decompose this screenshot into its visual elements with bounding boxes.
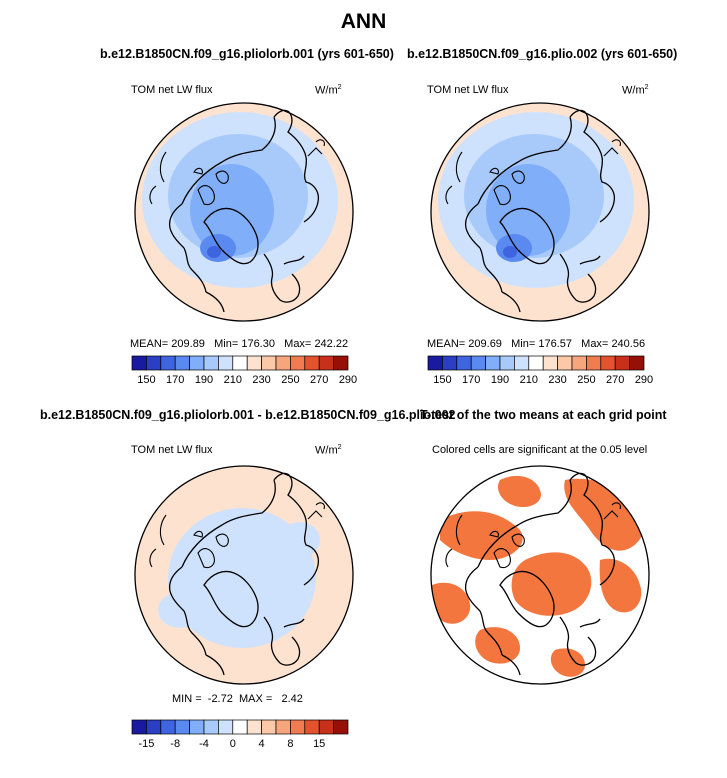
panel3-colorbar-box [146,719,162,735]
panel1-colorbar-box [189,355,205,371]
panel4-map [430,465,650,685]
panel3-colorbar-tick-label: -8 [170,738,180,750]
panel1-variable-label: TOM net LW flux [131,84,213,96]
panel1-colorbar-box [318,355,334,371]
panel2-colorbar-tick-label: 190 [491,374,509,386]
panel3-colorbar-tick-label: -4 [199,738,209,750]
panel3-colorbar-box [232,719,248,735]
panel1-colorbar-tick-label: 250 [281,374,299,386]
panel2-colorbar-box [499,355,515,371]
panel2-colorbar-box [542,355,558,371]
panel2-variable-label: TOM net LW flux [427,84,509,96]
panel1-colorbar-tick-label: 170 [166,374,184,386]
panel3-colorbar-box [203,719,219,735]
panel1-colorbar-box [333,355,349,371]
panel2-colorbar-box [456,355,472,371]
panel3-stats: MIN = -2.72 MAX = 2.42 [172,693,303,705]
panel2-map [430,102,650,322]
panel1-colorbar-tick-label: 150 [137,374,155,386]
panel2-colorbar-box [485,355,501,371]
panel2-units: W/m2 [622,84,649,97]
panel1-colorbar-box [261,355,277,371]
panel1-colorbar: 150 170 190 210 230 250 270 290 [131,355,357,386]
panel2-colorbar-tick-label: 230 [548,374,566,386]
panel1-colorbar-tick-label: 190 [195,374,213,386]
panel3-colorbar-box [174,719,190,735]
panel2-colorbar-tick-label: 210 [520,374,538,386]
panel1-colorbar-box [275,355,291,371]
panel1-colorbar-box [146,355,162,371]
figure-title: ANN [340,10,387,33]
panel3-colorbar-box [318,719,334,735]
panel1-stats: MEAN= 209.89 Min= 176.30 Max= 242.22 [130,338,349,350]
panel1-colorbar-box [160,355,176,371]
panel2-colorbar-box [442,355,458,371]
panel2-colorbar-tick-label: 270 [606,374,624,386]
panel1-colorbar-tick-label: 270 [310,374,328,386]
panel3-colorbar-box [160,719,176,735]
panel3-colorbar-box [189,719,205,735]
panel2-colorbar-tick-label: 170 [462,374,480,386]
panel2-colorbar-box [470,355,486,371]
panel3-colorbar-box [218,719,234,735]
panel1-units: W/m2 [315,84,342,97]
panel1-colorbar-box [131,355,147,371]
panel3-colorbar-box [304,719,320,735]
panel3-colorbar-box [290,719,306,735]
panel1-colorbar-box [246,355,262,371]
panel2-stats: MEAN= 209.69 Min= 176.57 Max= 240.56 [427,338,646,350]
panel1-colorbar-tick-label: 290 [339,374,357,386]
panel3-map [134,465,354,685]
panel2-colorbar-tick-label: 290 [635,374,653,386]
panel1-map [134,102,354,322]
panel3-units: W/m2 [315,444,342,457]
panel3-colorbar-tick-label: 15 [313,738,325,750]
panel1-colorbar-tick-label: 210 [224,374,242,386]
panel2-colorbar-box [614,355,630,371]
panel2-colorbar: 150 170 190 210 230 250 270 290 [427,355,653,386]
panel2-colorbar-box [514,355,530,371]
panel2-colorbar-box [586,355,602,371]
panel3-colorbar-box [333,719,349,735]
panel1-colorbar-box [203,355,219,371]
panel3-colorbar-tick-label: 0 [230,738,236,750]
panel2-title: b.e12.B1850CN.f09_g16.plio.002 (yrs 601-… [407,47,678,61]
panel4-subtitle: Colored cells are significant at the 0.0… [432,444,648,456]
panel3-colorbar-box [275,719,291,735]
panel3-variable-label: TOM net LW flux [131,444,213,456]
panel2-colorbar-box [629,355,645,371]
panel2-colorbar-box [600,355,616,371]
panel3-colorbar-box [261,719,277,735]
panel1-colorbar-tick-label: 230 [252,374,270,386]
panel3-title: b.e12.B1850CN.f09_g16.pliolorb.001 - b.e… [40,408,456,422]
panel2-colorbar-tick-label: 250 [577,374,595,386]
panel1-colorbar-box [304,355,320,371]
panel4-title: T-test of the two means at each grid poi… [420,408,667,422]
panel2-colorbar-box [571,355,587,371]
panel3-colorbar-box [246,719,262,735]
panel2-colorbar-box [557,355,573,371]
panel3-colorbar: -15 -8 -4 0 4 8 15 [131,719,349,750]
panel1-colorbar-box [174,355,190,371]
panel3-colorbar-tick-label: 4 [259,738,265,750]
panel2-colorbar-tick-label: 150 [433,374,451,386]
panel3-colorbar-box [131,719,147,735]
panel3-colorbar-tick-label: -15 [138,738,154,750]
panel2-colorbar-box [528,355,544,371]
panel1-colorbar-box [232,355,248,371]
panel3-colorbar-tick-label: 8 [287,738,293,750]
panel2-colorbar-box [427,355,443,371]
panel1-colorbar-box [290,355,306,371]
panel1-colorbar-box [218,355,234,371]
panel1-title: b.e12.B1850CN.f09_g16.pliolorb.001 (yrs … [100,47,394,61]
